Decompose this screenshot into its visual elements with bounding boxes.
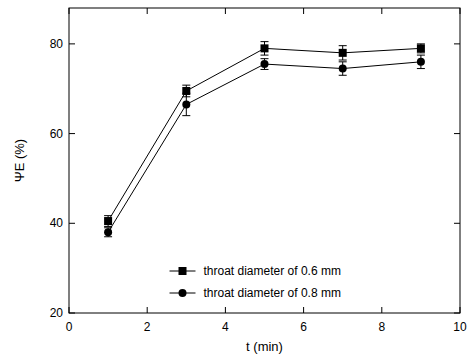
chart: 0 2 4 6 8 10 20 40 60 80 t (min) ΨE (%) throat diame…: [0, 0, 473, 357]
x-tick: [303, 307, 304, 313]
error-bar: [339, 62, 347, 75]
error-bar: [339, 46, 347, 60]
point: [339, 49, 347, 57]
series-line: [108, 48, 421, 221]
error-bar: [417, 55, 425, 68]
y-tick-label: 20: [50, 306, 64, 320]
point: [104, 228, 112, 236]
background: [0, 0, 473, 357]
error-cap: [339, 75, 347, 76]
error-cap: [417, 55, 425, 56]
error-cap: [104, 215, 112, 216]
x-tick: [147, 307, 148, 313]
y-tick: [69, 43, 75, 44]
x-tick: [381, 8, 382, 14]
y-tick: [69, 223, 75, 224]
error-cap: [182, 93, 190, 94]
error-bar: [104, 228, 112, 237]
y-tick: [454, 223, 460, 224]
y-tick-label: 60: [50, 127, 64, 141]
axes: 0 2 4 6 8 10 20 40 60 80: [50, 8, 467, 334]
point: [182, 100, 190, 108]
legend-marker: [179, 267, 187, 275]
point: [261, 60, 269, 68]
legend-label: throat diameter of 0.8 mm: [204, 286, 341, 300]
x-tick-label: 0: [66, 320, 73, 334]
legend: throat diameter of 0.6 mm throat diameter…: [170, 264, 341, 300]
y-axis-label: ΨE (%): [12, 139, 27, 182]
y-tick: [69, 133, 75, 134]
x-tick: [381, 307, 382, 313]
series-line: [108, 62, 421, 232]
error-cap: [261, 55, 269, 56]
error-cap: [417, 43, 425, 44]
error-cap: [339, 60, 347, 61]
point: [417, 58, 425, 66]
point: [339, 65, 347, 73]
y-tick-label: 80: [50, 37, 64, 51]
y-tick-label: 40: [50, 216, 64, 230]
series: [104, 55, 425, 237]
x-tick-label: 2: [144, 320, 151, 334]
x-axis-label: t (min): [246, 339, 283, 354]
error-cap: [182, 85, 190, 86]
error-cap: [261, 69, 269, 70]
error-cap: [339, 45, 347, 46]
legend-marker: [179, 289, 187, 297]
error-bar: [261, 59, 269, 70]
error-cap: [104, 236, 112, 237]
error-cap: [417, 52, 425, 53]
x-tick: [225, 307, 226, 313]
legend-label: throat diameter of 0.6 mm: [204, 264, 341, 278]
error-cap: [182, 115, 190, 116]
error-cap: [104, 227, 112, 228]
point: [417, 44, 425, 52]
error-bar: [104, 216, 112, 227]
x-tick-label: 8: [378, 320, 385, 334]
error-bar: [261, 42, 269, 55]
series: [104, 42, 425, 227]
error-bar: [182, 93, 190, 115]
x-tick: [147, 8, 148, 14]
x-tick-label: 6: [300, 320, 307, 334]
y-tick: [454, 43, 460, 44]
point: [104, 217, 112, 225]
x-tick: [225, 8, 226, 14]
x-tick-label: 4: [222, 320, 229, 334]
error-cap: [339, 61, 347, 62]
error-cap: [261, 41, 269, 42]
error-bar: [417, 44, 425, 53]
error-cap: [417, 68, 425, 69]
plot-area: [104, 42, 425, 237]
point: [261, 44, 269, 52]
plot-frame: [69, 8, 460, 313]
y-tick: [454, 133, 460, 134]
x-tick: [303, 8, 304, 14]
error-cap: [261, 58, 269, 59]
x-tick-label: 10: [453, 320, 467, 334]
